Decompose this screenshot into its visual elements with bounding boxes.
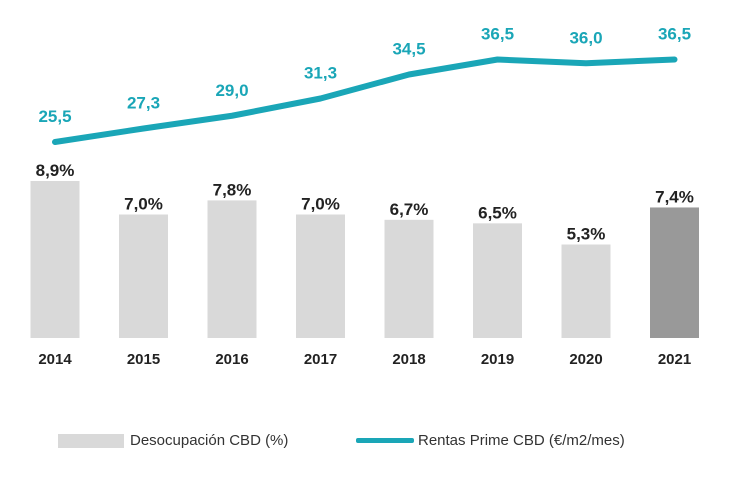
bar-2016 <box>207 200 257 338</box>
bar-label-2019: 6,5% <box>478 203 517 222</box>
legend-line-swatch <box>356 438 414 443</box>
bar-label-2017: 7,0% <box>301 195 340 214</box>
bar-label-2020: 5,3% <box>567 225 606 244</box>
rentas-label-2020: 36,0 <box>569 28 602 47</box>
rentas-label-2015: 27,3 <box>127 94 160 113</box>
bar-2015 <box>119 214 168 338</box>
year-label-2020: 2020 <box>569 351 602 368</box>
rentas-label-2017: 31,3 <box>304 64 337 83</box>
rentas-label-2016: 29,0 <box>215 81 248 100</box>
legend-item-rentas: Rentas Prime CBD (€/m2/mes) <box>356 432 625 449</box>
bar-2019 <box>473 223 522 338</box>
legend-bar-swatch <box>58 433 124 448</box>
legend-label-rentas: Rentas Prime CBD (€/m2/mes) <box>418 432 625 449</box>
legend-item-desocupacion: Desocupación CBD (%) <box>58 432 288 449</box>
rentas-label-2014: 25,5 <box>38 107 71 126</box>
bar-2021 <box>650 207 699 338</box>
year-label-2014: 2014 <box>38 351 72 368</box>
bar-labels-group: 8,9% 7,0% 7,8% 7,0% 6,7% 6,5% 5,3% 7,4% <box>36 161 694 244</box>
year-label-2018: 2018 <box>392 351 425 368</box>
bar-label-2016: 7,8% <box>213 180 252 199</box>
year-label-2017: 2017 <box>304 351 337 368</box>
bar-label-2014: 8,9% <box>36 161 75 180</box>
rentas-label-2021: 36,5 <box>658 25 691 44</box>
bar-label-2021: 7,4% <box>655 187 694 206</box>
line-labels-group: 25,5 27,3 29,0 31,3 34,5 36,5 36,0 36,5 <box>38 25 691 127</box>
year-label-2016: 2016 <box>215 351 248 368</box>
line-group <box>52 56 678 145</box>
bar-label-2018: 6,7% <box>390 200 429 219</box>
bar-2020 <box>561 244 611 338</box>
bar-label-2015: 7,0% <box>124 195 163 214</box>
bar-2014 <box>30 181 80 338</box>
rentas-label-2019: 36,5 <box>481 25 514 44</box>
year-label-2015: 2015 <box>127 351 160 368</box>
year-label-2019: 2019 <box>481 351 514 368</box>
bars-group <box>30 181 699 338</box>
bar-2017 <box>296 214 345 338</box>
bar-2018 <box>384 219 434 338</box>
rentas-line <box>52 56 678 145</box>
year-label-2021: 2021 <box>658 351 691 368</box>
legend-label-desocupacion: Desocupación CBD (%) <box>130 432 289 449</box>
x-axis-labels: 2014 2015 2016 2017 2018 2019 2020 2021 <box>38 351 691 368</box>
rentas-label-2018: 34,5 <box>392 40 425 59</box>
